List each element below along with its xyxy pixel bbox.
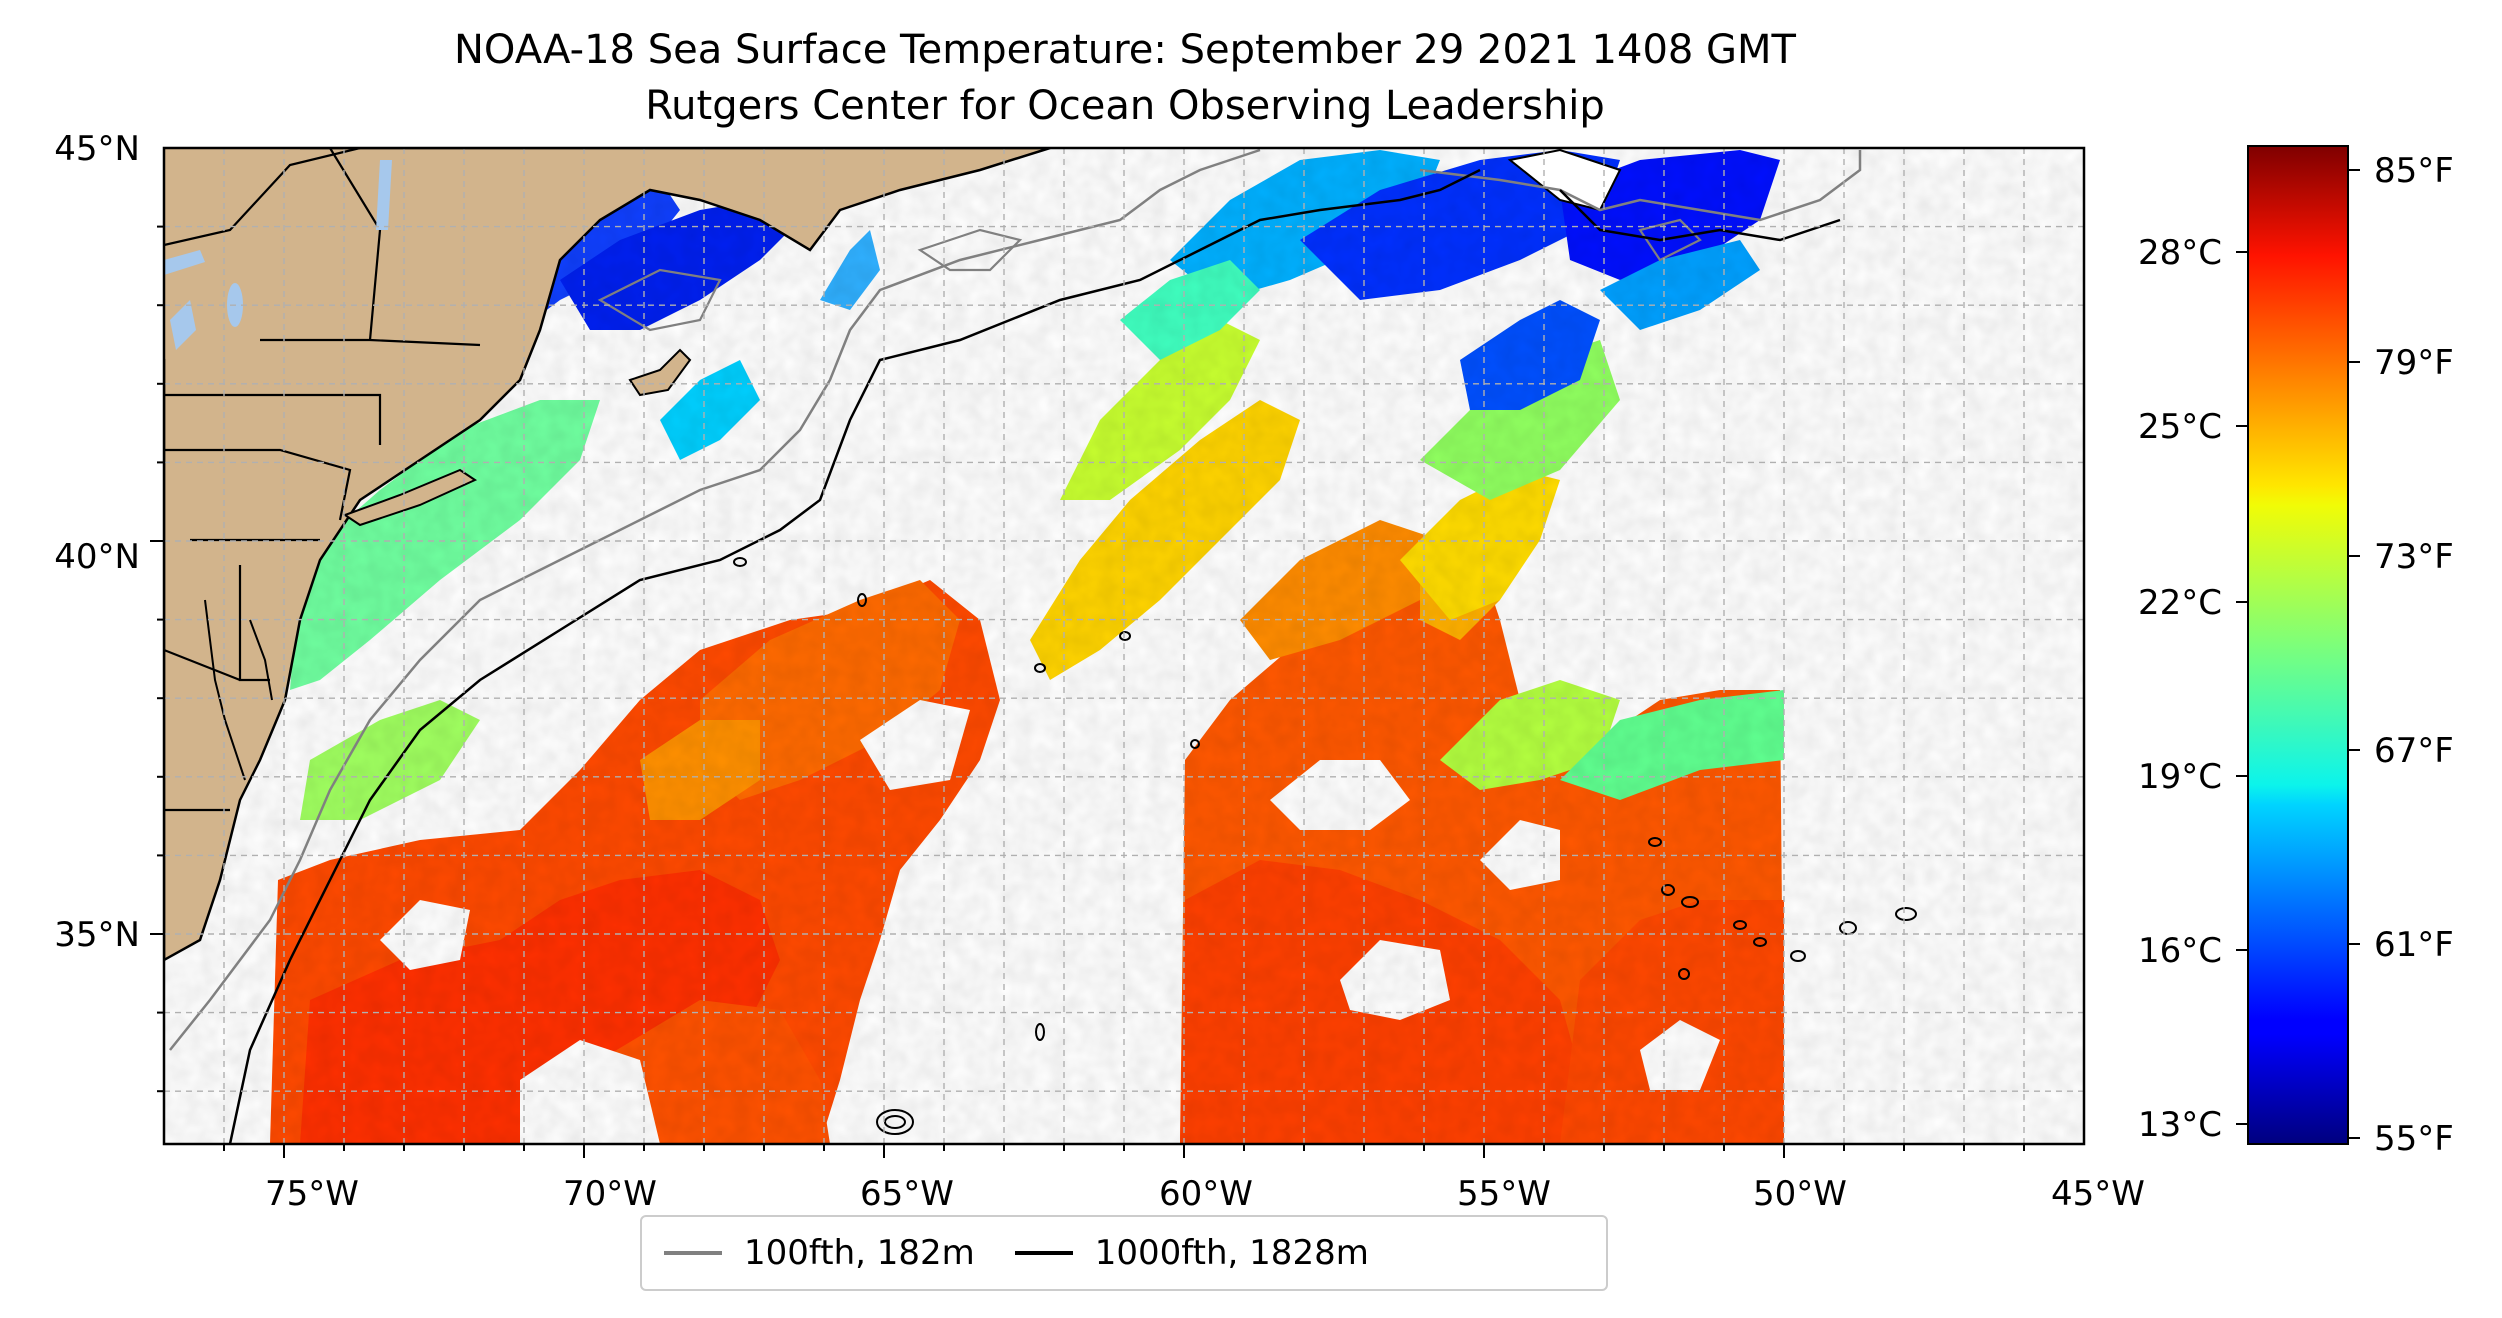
lon-label-70w: 70°W xyxy=(563,1174,657,1214)
lon-label-50w: 50°W xyxy=(1753,1174,1847,1214)
lon-label-45w: 45°W xyxy=(2051,1174,2145,1214)
colorbar-f-73: 73°F xyxy=(2374,537,2454,577)
lakes xyxy=(164,160,392,350)
legend-label-1000fth: 1000fth, 1828m xyxy=(1094,1233,1369,1273)
axis-ticks xyxy=(150,225,2025,1158)
contour-legend: 100fth, 182m 1000fth, 1828m xyxy=(640,1215,1608,1291)
legend-line-gray xyxy=(664,1251,722,1255)
lon-label-65w: 65°W xyxy=(860,1174,954,1214)
colorbar-f-79: 79°F xyxy=(2374,343,2454,383)
lat-label-45n: 45°N xyxy=(54,129,140,169)
legend-label-100fth: 100fth, 182m xyxy=(744,1233,975,1273)
colorbar-c-25: 25°C xyxy=(2138,407,2222,447)
colorbar-c-16: 16°C xyxy=(2138,931,2222,971)
lon-label-75w: 75°W xyxy=(265,1174,359,1214)
colorbar-c-19: 19°C xyxy=(2138,757,2222,797)
colorbar-f-61: 61°F xyxy=(2374,925,2454,965)
land-mass xyxy=(164,148,1051,962)
colorbar-f-67: 67°F xyxy=(2374,731,2454,771)
legend-line-black xyxy=(1014,1251,1073,1255)
colorbar-c-28: 28°C xyxy=(2138,233,2222,273)
map-subtitle: Rutgers Center for Ocean Observing Leade… xyxy=(645,83,1605,129)
map-title: NOAA-18 Sea Surface Temperature: Septemb… xyxy=(454,27,1796,73)
lon-label-55w: 55°W xyxy=(1457,1174,1551,1214)
lon-label-60w: 60°W xyxy=(1159,1174,1253,1214)
legend-item-1000fth: 1000fth, 1828m xyxy=(1014,1233,1369,1273)
colorbar-frame xyxy=(2247,145,2349,1145)
colorbar-f-85: 85°F xyxy=(2374,151,2454,191)
colorbar-f-55: 55°F xyxy=(2374,1119,2454,1159)
colorbar-gradient xyxy=(2248,146,2348,1144)
colorbar-c-22: 22°C xyxy=(2138,583,2222,623)
legend-item-100fth: 100fth, 182m xyxy=(664,1233,975,1273)
gridlines xyxy=(164,148,2084,1144)
colorbar-ticks xyxy=(2236,169,2360,1139)
state-borders xyxy=(164,148,481,812)
lat-label-40n: 40°N xyxy=(54,537,140,577)
contour-100fth xyxy=(169,148,1862,1051)
contour-1000fth xyxy=(228,168,1841,1144)
colorbar-c-13: 13°C xyxy=(2138,1105,2222,1145)
lat-label-35n: 35°N xyxy=(54,915,140,955)
